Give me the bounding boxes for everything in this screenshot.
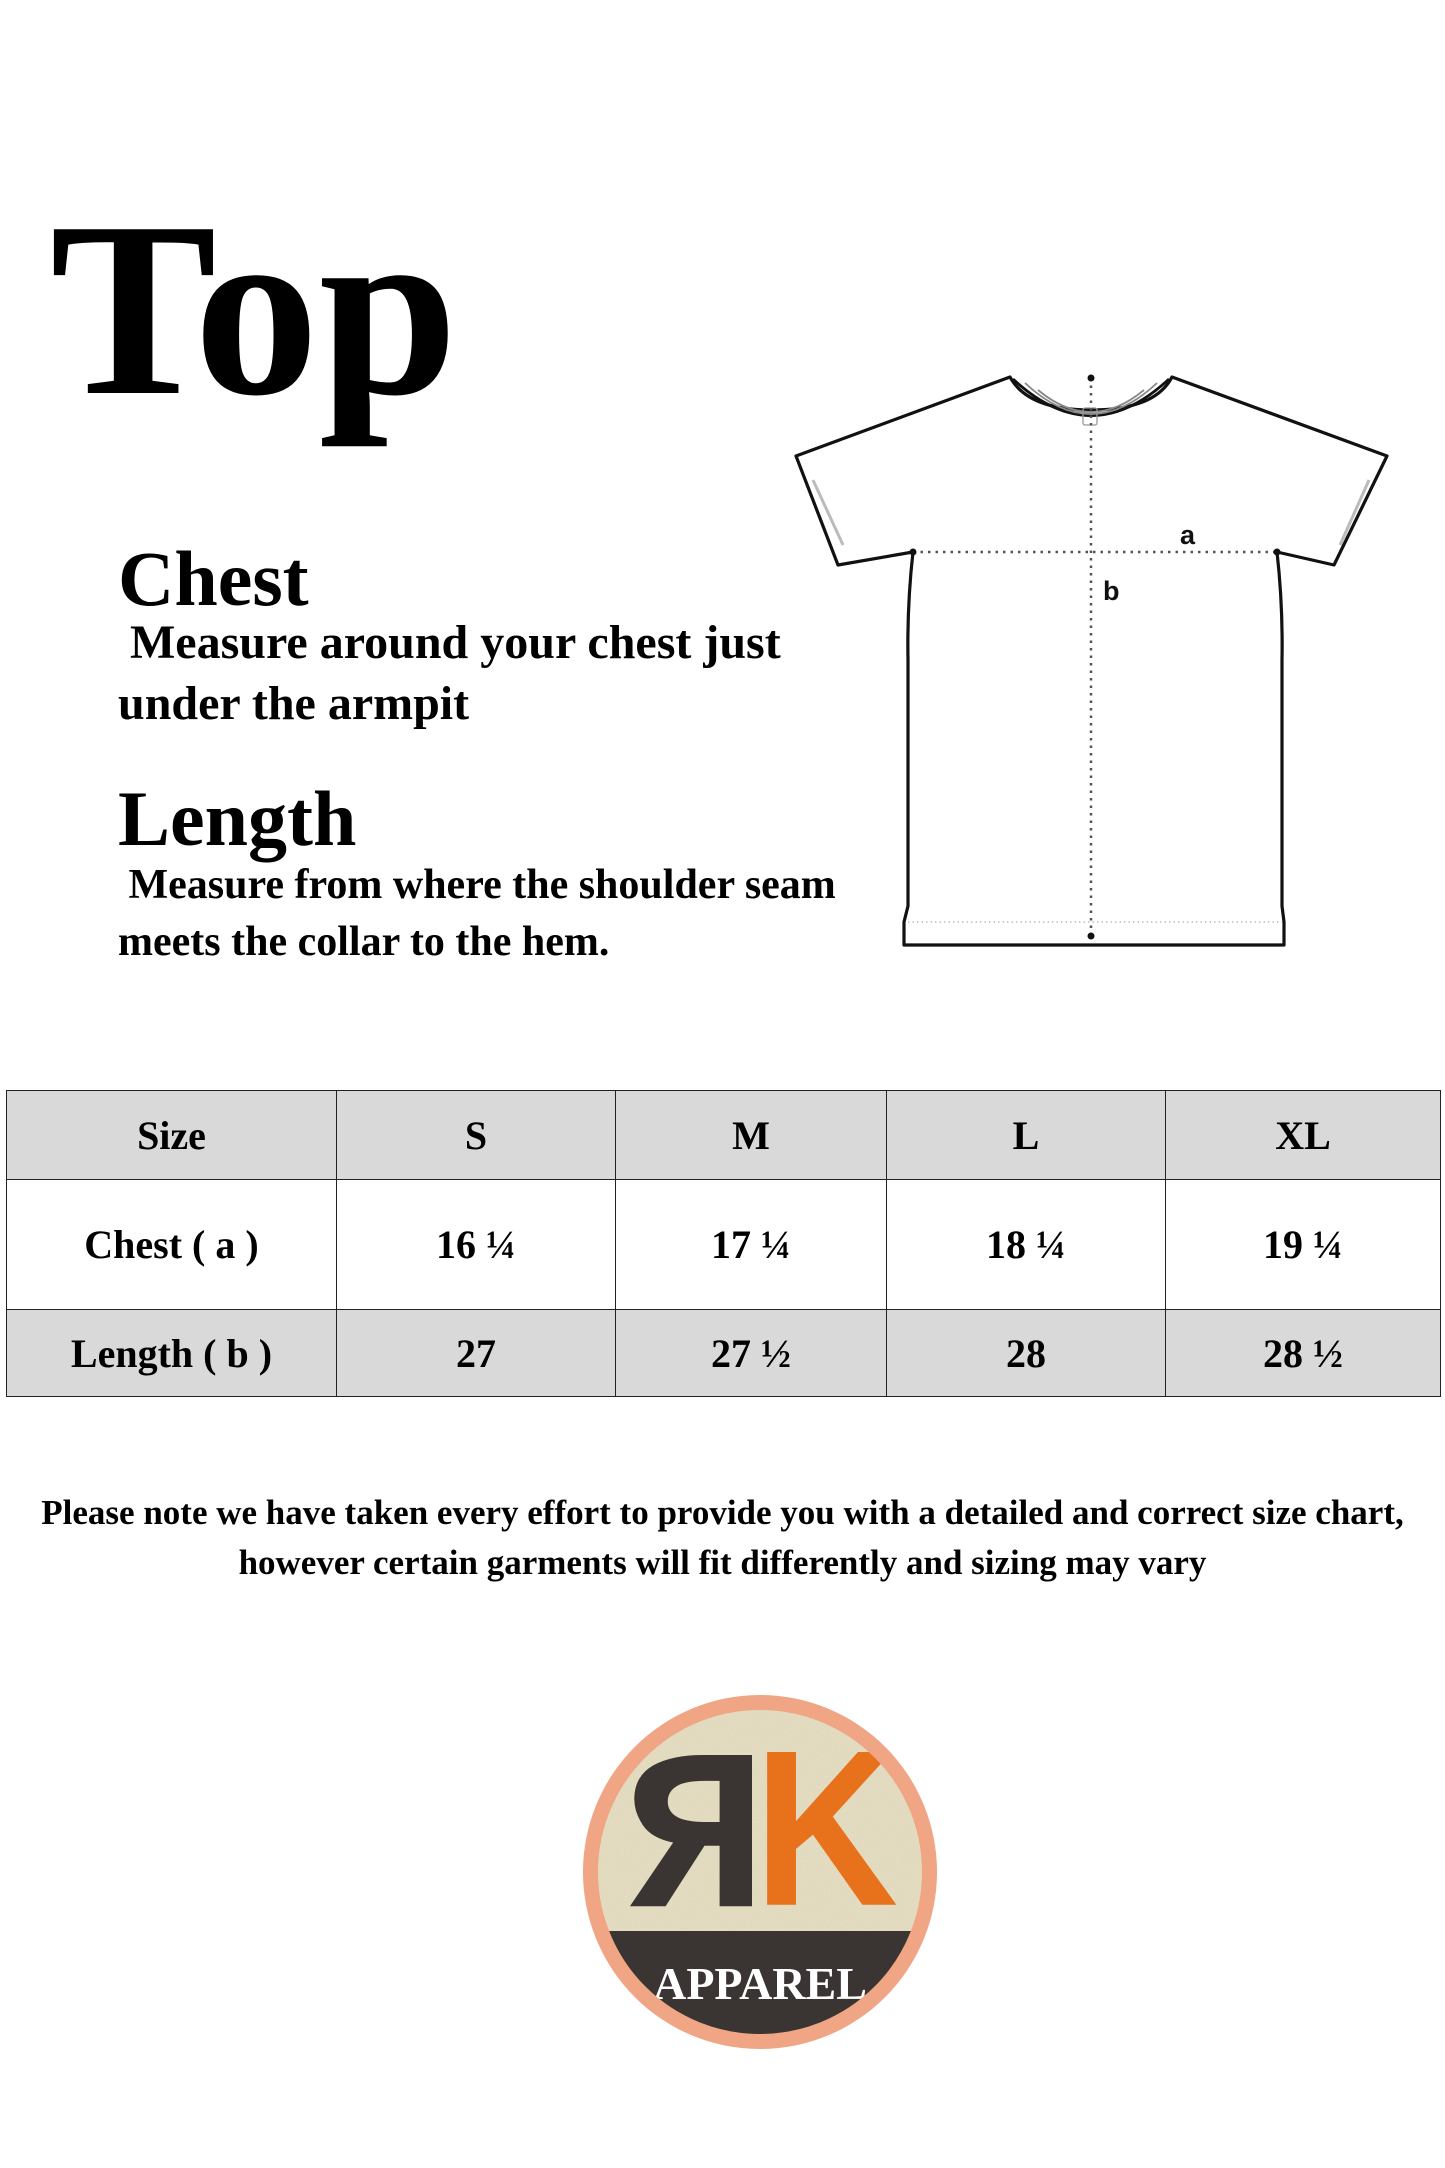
svg-text:a: a [1180,520,1196,550]
svg-text:APPAREL: APPAREL [653,1958,867,2009]
svg-text:b: b [1103,576,1120,606]
